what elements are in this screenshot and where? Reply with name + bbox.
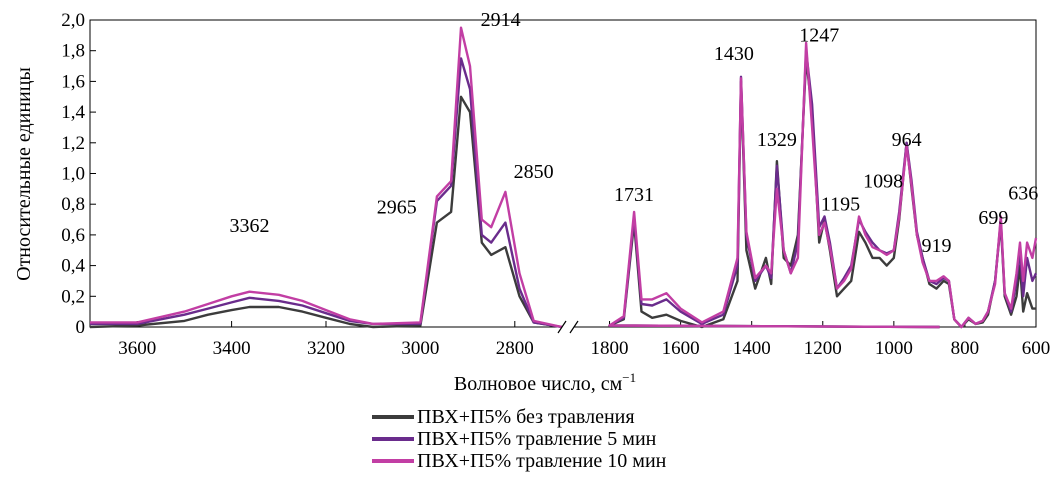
peak-annotation: 699 <box>978 207 1008 229</box>
peak-annotation: 1329 <box>757 129 797 151</box>
y-tick-label: 0 <box>76 317 86 338</box>
y-tick-label: 0,6 <box>61 225 85 246</box>
x-tick-label: 1000 <box>875 338 913 359</box>
y-tick-label: 1,2 <box>61 133 85 154</box>
peak-annotation: 1430 <box>714 43 754 65</box>
series-line-2 <box>90 57 563 329</box>
x-tick-layer: 3600 3400 3200 3000 2800 1800 1600 1400 1200 1000… <box>118 321 1050 359</box>
peak-annotation: 636 <box>1008 183 1038 205</box>
peak-annotation: 3362 <box>230 215 270 237</box>
peak-annotation: 2914 <box>481 9 521 31</box>
y-tick-label: 0,4 <box>61 256 85 277</box>
series-line-3 <box>608 41 1038 329</box>
series-layer <box>89 26 1038 329</box>
x-tick-label: 1200 <box>804 338 842 359</box>
peak-annotation: 1247 <box>799 24 839 46</box>
series-line-2 <box>608 49 1038 329</box>
y-tick-label: 1,4 <box>61 102 85 123</box>
x-tick-label: 1800 <box>591 338 629 359</box>
peak-annotation: 1731 <box>614 184 654 206</box>
x-tick-label: 800 <box>951 338 980 359</box>
x-tick-label: 3600 <box>118 338 156 359</box>
series-line-3 <box>90 26 563 329</box>
y-axis-label-group: Относительные единицы <box>13 67 35 281</box>
x-tick-label: 2800 <box>496 338 534 359</box>
peak-annotation: 1195 <box>821 193 860 215</box>
annotation-layer: 3362 2965 2914 2850 1731 1430 1329 1247 1195 964 1… <box>230 9 1039 257</box>
x-tick-label: 600 <box>1022 338 1051 359</box>
series-line-1 <box>89 95 563 329</box>
y-tick-label: 1,6 <box>61 71 85 92</box>
axis-break-gap <box>562 319 574 333</box>
x-tick-label: 1400 <box>733 338 771 359</box>
x-tick-label: 1600 <box>662 338 700 359</box>
peak-annotation: 2965 <box>377 196 417 218</box>
legend-label-1: ПВХ+П5% без травления <box>417 406 635 428</box>
legend-label-2: ПВХ+П5% травление 5 мин <box>417 428 657 450</box>
peak-annotation: 964 <box>892 129 922 151</box>
y-tick-label: 2,0 <box>61 10 85 31</box>
x-axis-label-text: Волновое число, см <box>454 373 623 395</box>
x-tick-label: 3400 <box>213 338 251 359</box>
peak-annotation: 919 <box>921 235 951 257</box>
x-tick-label: 3000 <box>401 338 439 359</box>
y-tick-label: 1,0 <box>61 164 85 185</box>
y-tick-layer: 0 0,2 0,4 0,6 0,8 1,0 1,2 1,4 1,6 1,8 2,0 <box>61 10 96 338</box>
y-axis-label: Относительные единицы <box>13 67 35 281</box>
legend-label-3: ПВХ+П5% травление 10 мин <box>417 450 667 472</box>
peak-annotation: 1098 <box>863 170 903 192</box>
peak-annotation: 2850 <box>514 161 554 183</box>
y-tick-label: 0,8 <box>61 194 85 215</box>
x-axis-label: Волновое число, см−1 <box>454 370 636 395</box>
axis-break-mark <box>557 320 567 334</box>
x-tick-label: 3200 <box>307 338 345 359</box>
y-tick-label: 0,2 <box>61 286 85 307</box>
axis-break-mark <box>569 320 579 334</box>
y-tick-label: 1,8 <box>61 41 85 62</box>
axis-break-layer <box>557 319 579 334</box>
x-axis-label-superscript: −1 <box>622 370 636 385</box>
